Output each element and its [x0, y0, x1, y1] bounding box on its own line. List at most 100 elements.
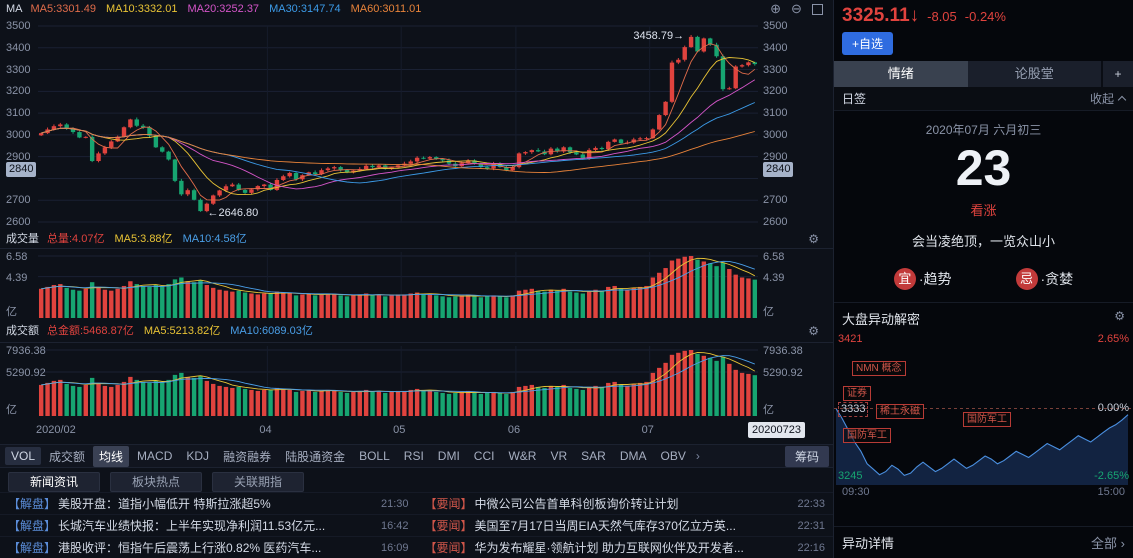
unit-label: 亿	[763, 404, 774, 416]
sentiment-label: 看涨	[970, 203, 997, 218]
daily-sign-label: 日签	[842, 92, 867, 106]
sector-annotation[interactable]: 稀土永磁	[876, 403, 924, 419]
calendar-card: 2020年07月 六月初三 23 看涨 会当凌绝顶，一览众山小	[834, 111, 1133, 250]
more-indicators-arrow[interactable]: ›	[695, 449, 700, 463]
sector-annotation[interactable]: 国防军工	[843, 428, 891, 444]
chips-tab[interactable]: 筹码	[784, 445, 829, 467]
calendar-day: 23	[955, 140, 1012, 196]
y-axis-label: 3400	[763, 41, 788, 54]
indicator-tab-VOL[interactable]: VOL	[5, 447, 42, 465]
fullscreen-icon[interactable]	[812, 3, 823, 15]
news-title[interactable]: 美国至7月17日当周EIA天然气库存370亿立方英...	[474, 518, 736, 533]
indicator-tab-RSI[interactable]: RSI	[403, 449, 424, 463]
view-all-link[interactable]: 全部 ›	[1091, 536, 1125, 551]
news-tab-新闻资讯[interactable]: 新闻资讯	[8, 472, 100, 492]
news-time: 16:42	[380, 519, 409, 532]
news-list: 【解盘】 美股开盘：道指小幅低开 特斯拉涨超5% 21:30 【要闻】 中微公司公告首单…	[0, 492, 833, 558]
news-tag: 【要闻】	[424, 518, 473, 533]
mini-price-label: 3421	[838, 333, 863, 345]
candlestick-chart[interactable]: 3458.79→ ←2646.80 3500 3500 3400 3400 3300 3300…	[0, 18, 833, 230]
side-panel: 3325.11↓ -8.05 -0.24% +自选 情绪 论股堂 + 日签 收起 …	[833, 0, 1133, 558]
indicator-tab-CCI[interactable]: CCI	[473, 449, 495, 463]
dont-badge: 忌 ·贪婪	[1015, 268, 1073, 290]
add-watchlist-button[interactable]: +自选	[842, 32, 894, 55]
news-tag: 【要闻】	[424, 540, 473, 555]
tab-sentiment[interactable]: 情绪	[834, 61, 968, 87]
y-axis-label: 3500	[763, 20, 788, 32]
mini-percent-label: 2.65%	[1097, 333, 1129, 345]
settings-gear-icon[interactable]: ⚙	[808, 232, 819, 246]
indicator-tab-融资融券[interactable]: 融资融券	[223, 449, 272, 464]
news-tag: 【解盘】	[8, 540, 57, 555]
news-item: 【要闻】 美国至7月17日当周EIA天然气库存370亿立方英... 22:31	[417, 515, 834, 536]
news-tag: 【解盘】	[8, 496, 57, 511]
ma-label: MA	[6, 3, 23, 15]
amount-chart[interactable]: 7936.38 7936.38 5290.92 5290.92 亿 亿	[0, 342, 833, 420]
current-date-tag: 20200723	[748, 422, 805, 438]
indicator-tab-陆股通资金[interactable]: 陆股通资金	[285, 449, 346, 464]
zoom-out-icon[interactable]: ⊖	[791, 1, 802, 16]
calendar-date: 2020年07月 六月初三	[925, 123, 1042, 137]
indicator-tab-KDJ[interactable]: KDJ	[186, 449, 210, 463]
news-item: 【解盘】 长城汽车业绩快报：上半年实现净利润11.53亿元... 16:42	[0, 515, 417, 536]
news-row: 【解盘】 港股收评：恒指午后震荡上行涨0.82% 医药汽车... 16:09 【要闻】…	[0, 536, 833, 558]
y-axis-label: 2700	[763, 194, 788, 207]
intraday-mini-chart[interactable]: 3421 2.65% 3333 0.00% 3245 -2.65% NMN 概念 证券 稀土永磁…	[834, 332, 1133, 485]
pane-value: MA5:3.88亿	[114, 233, 173, 245]
daily-sign-row: 日签 收起	[834, 87, 1133, 111]
news-title[interactable]: 长城汽车业绩快报：上半年实现净利润11.53亿元...	[58, 518, 326, 533]
news-time: 22:33	[797, 497, 825, 510]
settings-gear-icon[interactable]: ⚙	[808, 324, 819, 338]
section-title: 大盘异动解密	[842, 312, 921, 327]
collapse-button[interactable]: 收起	[1090, 87, 1127, 110]
y-axis-label: 2600	[6, 216, 31, 228]
settings-gear-icon[interactable]: ⚙	[1114, 309, 1125, 323]
indicator-tab-SAR[interactable]: SAR	[581, 449, 606, 463]
news-tag: 【解盘】	[8, 518, 57, 533]
mini-percent-label: 0.00%	[1097, 401, 1129, 414]
volume-chart[interactable]: 6.58 6.58 4.39 4.39 亿 亿	[0, 248, 833, 322]
news-tab-关联期指[interactable]: 关联期指	[212, 472, 304, 492]
x-axis: 2020/02 04 05 06 07 20200723	[0, 420, 833, 442]
y-axis-label: 7936.38	[6, 345, 46, 357]
news-time: 22:31	[797, 519, 825, 532]
movement-details-link[interactable]: 异动详情	[842, 536, 895, 551]
indicator-tab-OBV[interactable]: OBV	[660, 449, 686, 463]
news-title[interactable]: 美股开盘：道指小幅低开 特斯拉涨超5%	[58, 496, 271, 511]
news-item: 【解盘】 港股收评：恒指午后震荡上行涨0.82% 医药汽车... 16:09	[0, 537, 417, 558]
indicator-tab-VR[interactable]: VR	[550, 449, 568, 463]
news-tab-板块热点[interactable]: 板块热点	[110, 472, 202, 492]
sector-annotation[interactable]: 国防军工	[963, 411, 1011, 427]
indicator-tab-W&R[interactable]: W&R	[508, 449, 537, 463]
do-badge: 宜 ·趋势	[893, 268, 952, 290]
news-title[interactable]: 中微公司公告首单科创板询价转让计划	[474, 496, 679, 511]
indicator-tab-成交额[interactable]: 成交额	[49, 449, 86, 464]
news-title[interactable]: 华为发布耀星·领航计划 助力互联网伙伴及开发者...	[474, 540, 744, 555]
advice-badges: 宜 ·趋势 忌 ·贪婪	[834, 250, 1133, 302]
indicator-tab-BOLL[interactable]: BOLL	[359, 449, 390, 463]
tab-forum[interactable]: 论股堂	[967, 61, 1101, 87]
news-item: 【解盘】 美股开盘：道指小幅低开 特斯拉涨超5% 21:30	[0, 493, 417, 514]
index-change: -8.05 -0.24%	[927, 9, 1006, 24]
indicator-tab-DMA[interactable]: DMA	[619, 449, 647, 463]
sector-annotation[interactable]: NMN 概念	[852, 361, 906, 377]
y-axis-label: 3300	[763, 63, 788, 76]
chevron-up-icon	[1117, 95, 1127, 105]
sector-annotation[interactable]: 证券	[843, 385, 871, 401]
ma-value: MA20:3252.37	[187, 3, 260, 15]
pane-value: MA10:6089.03亿	[230, 325, 313, 337]
ma-value: MA5:3301.49	[30, 3, 96, 15]
y-axis-label: 7936.38	[763, 345, 803, 357]
chart-section: MA MA5:3301.49 MA10:3332.01 MA20:3252.37 MA3…	[0, 1, 833, 558]
indicator-tab-MACD[interactable]: MACD	[137, 449, 173, 463]
add-tab-button[interactable]: +	[1103, 61, 1133, 87]
x-axis-label: 06	[507, 424, 521, 436]
time-end: 15:00	[1097, 486, 1125, 498]
indicator-tab-均线[interactable]: 均线	[93, 445, 130, 467]
news-title[interactable]: 港股收评：恒指午后震荡上行涨0.82% 医药汽车...	[58, 540, 322, 555]
news-item: 【要闻】 中微公司公告首单科创板询价转让计划 22:33	[417, 493, 834, 514]
zoom-in-icon[interactable]: ⊕	[770, 1, 781, 16]
watch-row: +自选	[834, 29, 1133, 61]
indicator-tab-DMI[interactable]: DMI	[437, 449, 460, 463]
